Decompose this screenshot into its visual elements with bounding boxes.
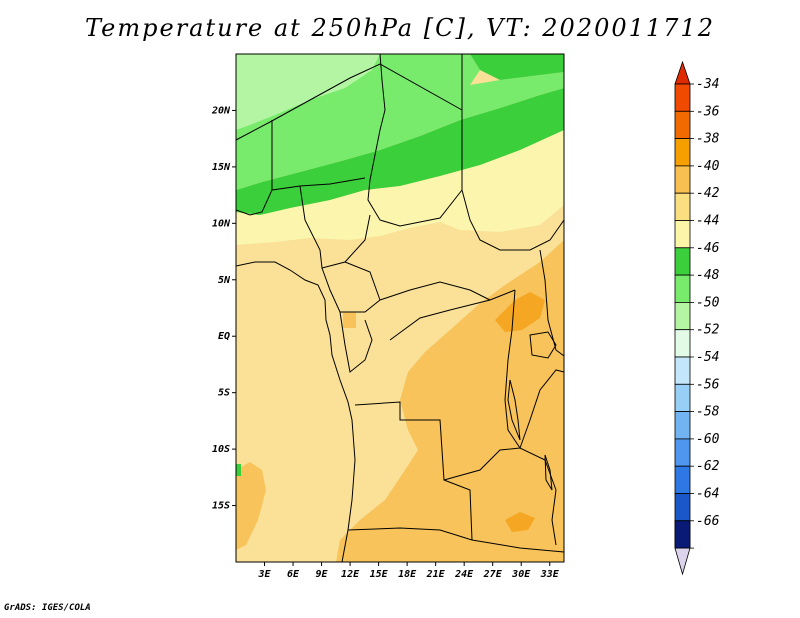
colorbar-label: -54 [696,350,719,365]
colorbar-label: -36 [696,104,720,119]
lat-tick-label: 10S [212,444,230,455]
border-car [344,261,491,301]
lon-tick-label: 3E [257,569,271,580]
lat-tick-label: 15S [212,501,230,512]
lat-tick-label: EQ [218,331,230,342]
lake-tanganyika [507,379,521,441]
colorbar: -34 -36 -38 -40 -42 -44 -46 -48 -50 -52 -54 -56 -58 -… [674,60,720,576]
grads-credit: GrADS: IGES/COLA [4,603,91,613]
field-fill-46-dot [236,464,241,476]
lat-tick-label: 15N [212,162,231,173]
lon-tick-label: 33E [540,569,560,580]
colorbar-label: -34 [696,77,719,92]
lat-tick-label: 5N [218,275,231,286]
lake-victoria [529,331,557,359]
coastline-west [236,261,356,562]
longitude-axis: 3E 6E 9E 12E 15E 18E 21E 24E 27E 30E 33E [257,562,560,580]
field-fill-38c [343,312,356,328]
lon-tick-label: 21E [426,569,446,580]
colorbar-label: -56 [696,377,720,392]
border-chad [367,129,463,227]
colorbar-bottom-arrow [674,547,691,576]
latitude-axis: 20N 15N 10N 5N EQ 5S 10S 15S [211,105,236,512]
colorbar-bottom-segment [674,520,691,549]
border-zambia [443,447,557,491]
colorbar-label: -42 [696,186,720,201]
border-sahara [236,63,463,141]
border-west-africa [236,189,273,216]
colorbar-segment [674,138,691,167]
colorbar-label: -58 [696,405,720,420]
colorbar-segment [674,465,691,494]
lon-tick-label: 27E [483,569,503,580]
lon-tick-label: 9E [316,569,329,580]
lat-tick-label: 20N [211,105,231,116]
map-title: Temperature at 250hPa [C], VT: 202001171… [85,14,715,42]
field-fill-48 [236,54,380,130]
colorbar-label: -52 [696,323,720,338]
colorbar-segment [674,301,691,331]
colorbar-label: -66 [696,514,720,529]
colorbar-segment [674,110,691,140]
border-sudan [461,189,564,251]
colorbar-segment [674,356,691,385]
lat-tick-label: 5S [218,388,230,399]
colorbar-label: -64 [696,487,719,502]
colorbar-label: -44 [696,214,719,229]
border-gabon-congo [339,311,373,373]
border-drc-north [389,289,516,341]
border-mozambique [551,489,557,546]
border-angola [354,401,473,541]
lon-tick-label: 24E [454,569,474,580]
boundaries [236,54,564,562]
field-fill-44 [236,88,564,215]
colorbar-label: -60 [696,432,720,447]
lake-malawi [544,454,553,491]
colorbar-label: -38 [696,132,720,147]
colorbar-segment [674,329,691,358]
field-fill-44-top [470,54,564,80]
lon-tick-label: 15E [370,569,389,580]
border-algeria-libya [379,54,386,131]
lon-tick-label: 18E [398,569,417,580]
colorbar-label: -40 [696,159,720,174]
colorbar-label: -50 [696,295,720,310]
field-fill-38b [236,462,266,550]
lon-tick-label: 12E [341,569,360,580]
colorbar-segment [674,165,691,194]
colorbar-segment [674,274,691,303]
colorbar-segment [674,220,691,249]
lon-tick-label: 30E [511,569,531,580]
field-fill-36-south [505,512,535,532]
colorbar-segment [674,247,691,276]
colorbar-segment [674,83,691,112]
border-kenya [539,249,564,357]
border-tanzania [519,369,564,449]
colorbar-label: -48 [696,268,720,283]
colorbar-label: -62 [696,459,720,474]
colorbar-segment [674,493,691,522]
field-fill-42 [236,130,564,245]
lat-tick-label: 10N [212,218,231,229]
lon-tick-label: 6E [287,569,300,580]
colorbar-label: -46 [696,241,720,256]
colorbar-segment [674,192,691,221]
border-namibia [347,527,564,553]
field-fill-36-lake [495,292,545,332]
colorbar-segment [674,411,691,440]
map-frame [235,53,565,563]
colorbar-segment [674,383,691,412]
border-drc-east [504,289,521,449]
colorbar-top-arrow [674,60,691,85]
temperature-field [236,54,564,562]
colorbar-segment [674,438,691,467]
